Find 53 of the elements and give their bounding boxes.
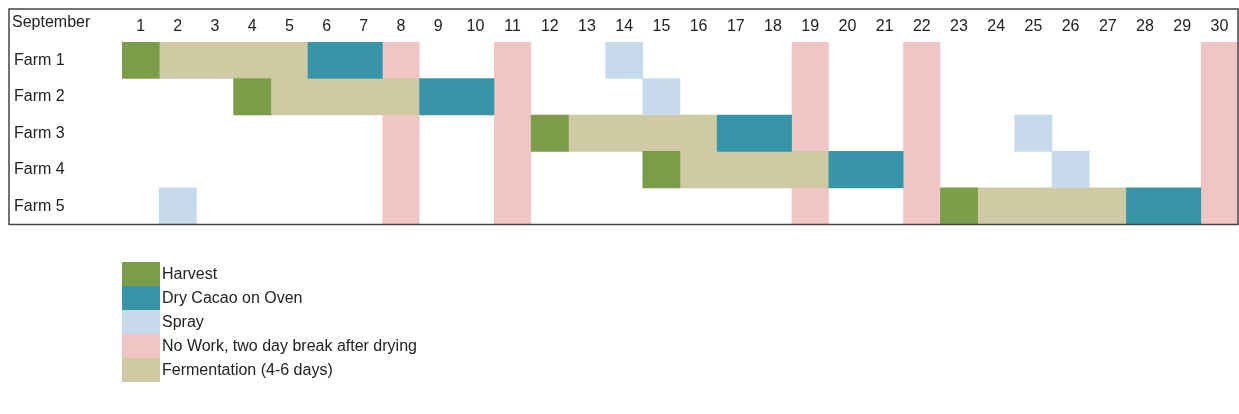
x-tick-label: 12 [540, 16, 559, 34]
bar [158, 187, 197, 225]
bar [307, 42, 383, 79]
x-tick-label: 13 [578, 16, 596, 34]
x-tick-label: 22 [912, 16, 931, 34]
x-tick-label: 1 [136, 16, 146, 34]
x-tick-label: 10 [466, 16, 485, 34]
legend-label: No Work, two day break after drying [162, 337, 417, 355]
x-tick-label: 17 [726, 16, 745, 34]
bar [940, 187, 978, 225]
y-tick-label: Farm 4 [14, 160, 65, 178]
legend-label: Fermentation (4-6 days) [162, 361, 333, 379]
x-tick-label: 19 [801, 16, 820, 34]
x-tick-label: 11 [504, 16, 522, 34]
bar [716, 114, 792, 152]
x-tick-label: 28 [1136, 16, 1154, 34]
y-tick-label: Farm 2 [14, 87, 65, 105]
x-tick-label: 29 [1173, 16, 1192, 34]
x-tick-label: 18 [764, 16, 782, 34]
x-tick-label: 27 [1098, 16, 1117, 34]
legend-label: Dry Cacao on Oven [162, 289, 303, 307]
bar [1126, 187, 1202, 225]
x-tick-label: 30 [1210, 16, 1229, 34]
x-tick-label: 4 [247, 16, 257, 34]
x-tick-label: 26 [1061, 16, 1080, 34]
x-tick-label: 8 [396, 16, 406, 34]
bar [828, 151, 904, 189]
bar [419, 78, 495, 116]
legend-label: Spray [162, 313, 204, 331]
x-tick-label: 24 [987, 16, 1006, 34]
y-tick-label: Farm 3 [14, 123, 65, 141]
x-tick-label: 3 [210, 16, 220, 34]
legend-label: Harvest [162, 265, 218, 283]
x-axis-title: September [12, 13, 91, 31]
x-tick-label: 23 [950, 16, 968, 34]
x-tick-label: 21 [875, 16, 894, 34]
x-tick-label: 15 [652, 16, 671, 34]
x-tick-label: 20 [838, 16, 857, 34]
bar [642, 151, 681, 189]
bar [122, 42, 160, 79]
x-tick-label: 2 [173, 16, 183, 34]
x-tick-label: 9 [433, 16, 443, 34]
x-tick-label: 7 [359, 16, 369, 34]
x-tick-label: 14 [615, 16, 634, 34]
y-tick-label: Farm 1 [14, 50, 65, 68]
x-tick-label: 6 [322, 16, 332, 34]
bar [977, 187, 1127, 225]
x-tick-label: 25 [1024, 16, 1043, 34]
x-tick-label: 16 [689, 16, 708, 34]
y-tick-label: Farm 5 [14, 196, 65, 214]
bar [530, 114, 569, 152]
bar [233, 78, 272, 116]
x-tick-label: 5 [284, 16, 294, 34]
